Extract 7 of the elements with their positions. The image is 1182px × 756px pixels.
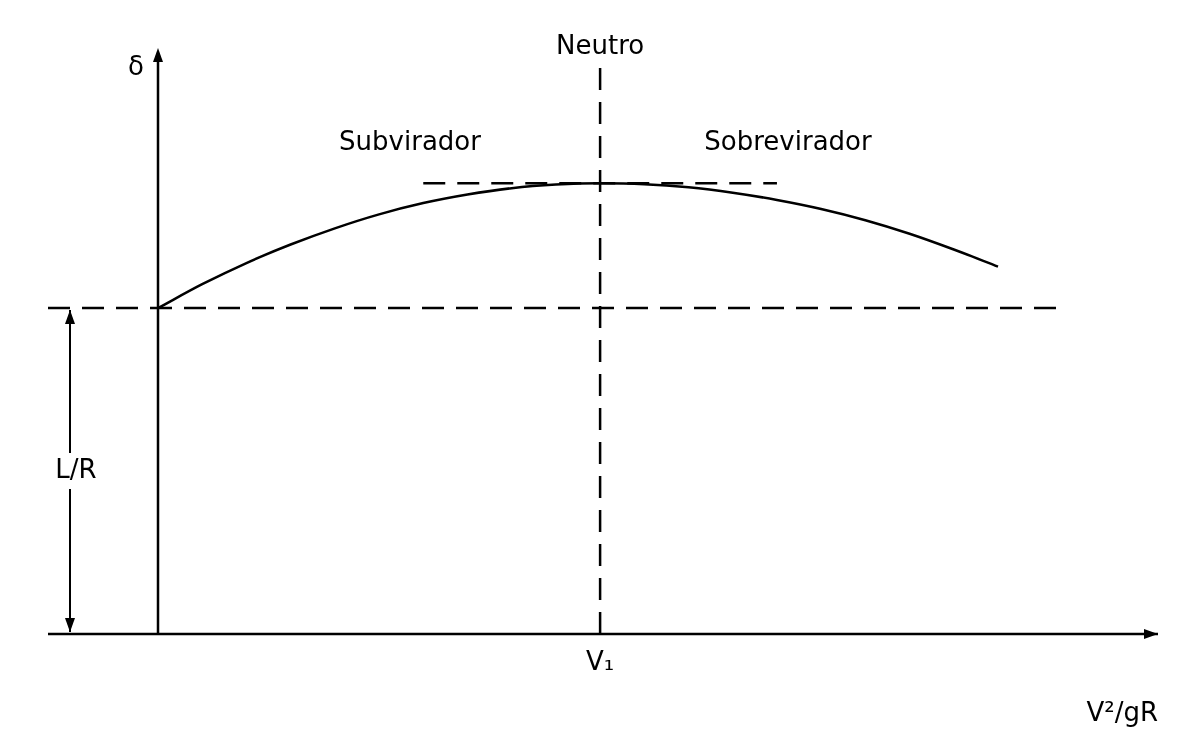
ref-line-label: L/R — [55, 453, 97, 484]
text: Sobrevirador — [704, 125, 872, 156]
text: Subvirador — [339, 125, 482, 156]
text: Neutro — [556, 29, 645, 60]
y-axis-title: δ — [128, 50, 144, 81]
x-axis-title: V²/gR — [1086, 696, 1158, 727]
text: V₁ — [586, 645, 615, 676]
